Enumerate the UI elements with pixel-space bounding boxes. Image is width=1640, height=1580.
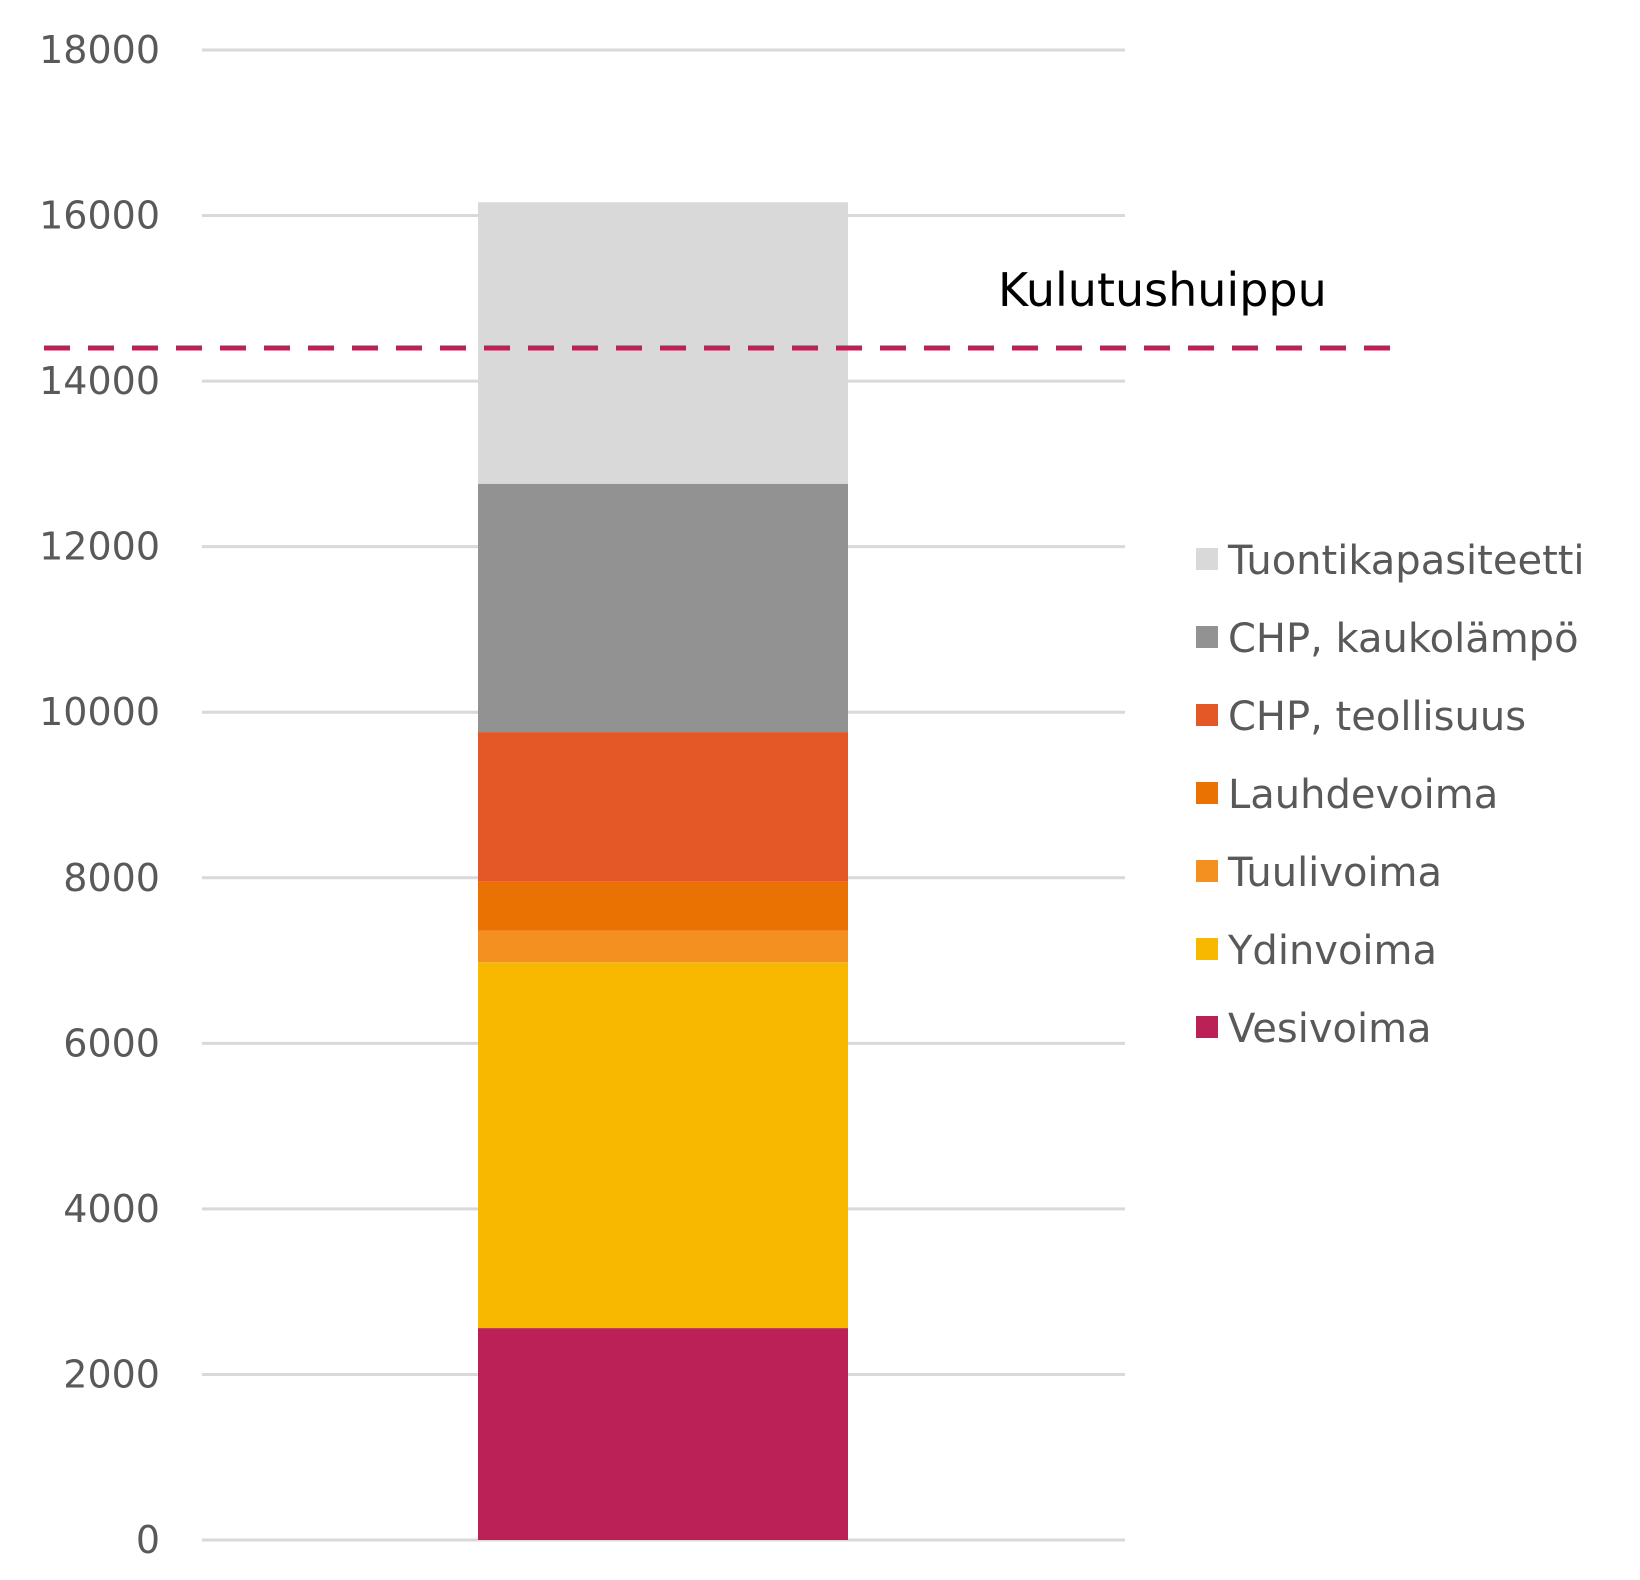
y-tick-label: 18000: [39, 28, 160, 72]
legend-label: Tuontikapasiteetti: [1227, 538, 1585, 584]
legend-swatch: [1196, 626, 1218, 648]
bar-segment: [478, 202, 848, 484]
y-tick-label: 12000: [39, 525, 160, 569]
bar-segment: [478, 1328, 848, 1540]
y-tick-label: 4000: [63, 1187, 160, 1231]
legend-swatch: [1196, 938, 1218, 960]
legend-swatch: [1196, 860, 1218, 882]
bar-segment: [478, 962, 848, 1329]
legend-label: Ydinvoima: [1227, 928, 1437, 974]
y-tick-label: 14000: [39, 359, 160, 403]
bar-segment: [478, 483, 848, 733]
peak-demand-annotation: Kulutushuippu: [44, 263, 1405, 351]
y-tick-label: 8000: [63, 856, 160, 900]
y-tick-label: 10000: [39, 690, 160, 734]
legend-label: CHP, kaukolämpö: [1228, 616, 1579, 662]
legend-label: Vesivoima: [1228, 1006, 1432, 1052]
y-tick-label: 2000: [63, 1352, 160, 1396]
bar-segment: [478, 930, 848, 963]
bar-segment: [478, 732, 848, 882]
legend-swatch: [1196, 1016, 1218, 1038]
stacked-bar: [478, 202, 848, 1540]
bar-segment: [478, 881, 848, 931]
legend: Tuontikapasiteetti CHP, kaukolämpö CHP, te…: [1196, 538, 1585, 1052]
y-tick-label: 6000: [63, 1021, 160, 1065]
legend-label: Lauhdevoima: [1228, 772, 1498, 818]
y-tick-label: 0: [136, 1518, 160, 1562]
legend-swatch: [1196, 548, 1218, 570]
peak-demand-label: Kulutushuippu: [998, 263, 1327, 317]
legend-swatch: [1196, 704, 1218, 726]
legend-swatch: [1196, 782, 1218, 804]
y-axis-tick-labels: 0 2000 4000 6000 8000 10000 12000 14000 16000 180…: [39, 28, 160, 1562]
y-tick-label: 16000: [39, 194, 160, 238]
legend-label: Tuulivoima: [1227, 850, 1442, 896]
legend-label: CHP, teollisuus: [1228, 694, 1526, 740]
